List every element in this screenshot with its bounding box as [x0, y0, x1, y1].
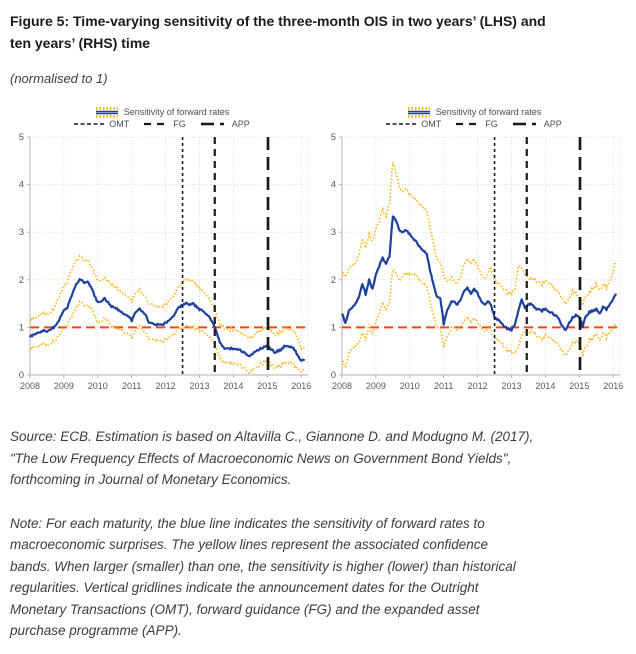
svg-text:5: 5 — [331, 132, 336, 143]
chart-panel-rhs: Sensitivity of forward rates OMT FG — [322, 106, 626, 395]
figure-subtitle: (normalised to 1) — [10, 71, 108, 86]
confidence-band-series-icon — [95, 107, 118, 118]
svg-text:4: 4 — [19, 180, 24, 191]
figure-title: Figure 5: Time-varying sensitivity of th… — [10, 13, 546, 51]
svg-text:2016: 2016 — [603, 381, 623, 391]
svg-text:2009: 2009 — [54, 381, 74, 391]
legend-label-omt: OMT — [421, 119, 442, 129]
legend-lhs: Sensitivity of forward rates OMT FG — [10, 106, 314, 129]
legend-row-series: Sensitivity of forward rates — [95, 106, 230, 118]
legend-row-events: OMT FG APP — [386, 119, 562, 129]
legend-label-fg: FG — [485, 119, 498, 129]
fg-dashed-line-icon — [144, 122, 171, 126]
svg-text:2009: 2009 — [366, 381, 386, 391]
svg-text:1: 1 — [19, 322, 24, 333]
legend-item-app: APP — [200, 119, 250, 129]
svg-text:2011: 2011 — [434, 381, 453, 391]
legend-label-omt: OMT — [109, 119, 130, 129]
svg-text:0: 0 — [19, 370, 24, 381]
svg-text:2010: 2010 — [400, 381, 420, 391]
svg-text:2013: 2013 — [189, 381, 209, 391]
omt-dashed-line-icon — [386, 123, 419, 125]
legend-item-omt: OMT — [386, 119, 441, 129]
chart-panel-lhs: Sensitivity of forward rates OMT FG — [10, 106, 314, 395]
svg-text:0: 0 — [331, 370, 336, 381]
svg-text:2012: 2012 — [156, 381, 176, 391]
svg-text:2012: 2012 — [468, 381, 488, 391]
fg-dashed-line-icon — [456, 122, 483, 126]
svg-text:2008: 2008 — [20, 381, 40, 391]
svg-text:2011: 2011 — [122, 381, 141, 391]
omt-dashed-line-icon — [74, 123, 107, 125]
explanatory-note: Note: For each maturity, the blue line i… — [10, 515, 516, 639]
legend-label-app: APP — [231, 119, 250, 129]
svg-text:2016: 2016 — [291, 381, 311, 391]
svg-text:3: 3 — [331, 227, 336, 238]
svg-text:4: 4 — [331, 180, 336, 191]
legend-item-omt: OMT — [74, 119, 129, 129]
svg-text:2015: 2015 — [257, 381, 277, 391]
source-note: Source: ECB. Estimation is based on Alta… — [10, 429, 534, 487]
svg-text:2010: 2010 — [88, 381, 108, 391]
legend-label-fg: FG — [173, 119, 186, 129]
svg-text:3: 3 — [19, 227, 24, 238]
legend-label-app: APP — [543, 119, 562, 129]
charts-row: Sensitivity of forward rates OMT FG — [10, 106, 626, 395]
svg-text:2: 2 — [19, 275, 24, 286]
svg-text:2014: 2014 — [223, 381, 243, 391]
svg-text:2015: 2015 — [569, 381, 589, 391]
svg-text:2008: 2008 — [332, 381, 352, 391]
legend-item-fg: FG — [456, 119, 498, 129]
legend-item-app: APP — [512, 119, 562, 129]
legend-row-events: OMT FG APP — [74, 119, 250, 129]
legend-rhs: Sensitivity of forward rates OMT FG — [322, 106, 626, 129]
legend-label-sensitivity: Sensitivity of forward rates — [435, 107, 542, 117]
svg-text:5: 5 — [19, 132, 24, 143]
svg-text:2014: 2014 — [535, 381, 555, 391]
legend-item-fg: FG — [144, 119, 186, 129]
app-dashed-line-icon — [200, 122, 229, 126]
svg-text:2013: 2013 — [501, 381, 521, 391]
rhs-chart: 2008 2009 2010 2011 2012 2013 2014 2015 2016 0 1 2 3… — [331, 132, 624, 391]
svg-text:2: 2 — [331, 275, 336, 286]
confidence-band-series-icon — [407, 107, 430, 118]
svg-text:1: 1 — [331, 322, 336, 333]
legend-label-sensitivity: Sensitivity of forward rates — [123, 107, 230, 117]
legend-row-series: Sensitivity of forward rates — [407, 106, 542, 118]
app-dashed-line-icon — [512, 122, 541, 126]
lhs-chart: 2008 2009 2010 2011 2012 2013 2014 2015 2016 0 1 2 3… — [19, 132, 312, 391]
